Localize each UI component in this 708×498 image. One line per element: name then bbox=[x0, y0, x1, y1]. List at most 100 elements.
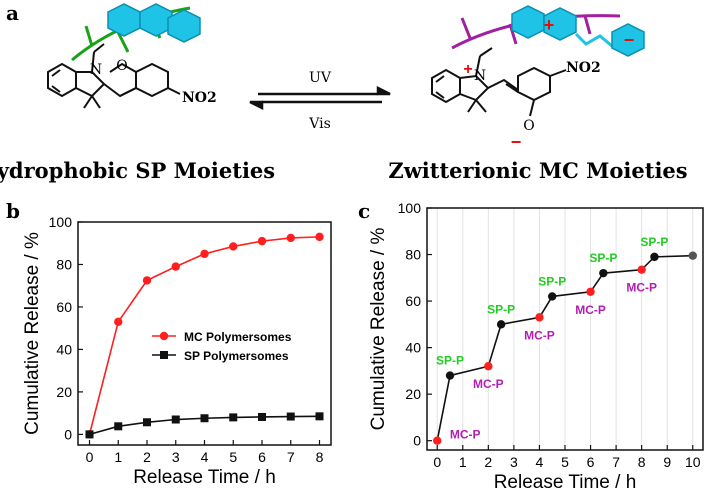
aromatic-moiety-icon bbox=[107, 3, 201, 43]
phase-annotation: SP-P bbox=[538, 274, 566, 288]
data-point bbox=[200, 414, 209, 423]
right-no2-label: NO2 bbox=[566, 60, 601, 76]
y-tick-label: 20 bbox=[56, 384, 72, 400]
legend-label: MC Polymersomes bbox=[184, 330, 292, 344]
y-axis-title: Cumulative Release / % bbox=[22, 232, 43, 435]
y-tick-label: 60 bbox=[56, 299, 72, 315]
phase-annotation: SP-P bbox=[436, 354, 464, 368]
arrow-uv-label: UV bbox=[309, 70, 332, 86]
x-tick-label: 4 bbox=[201, 449, 209, 465]
panel-a-letter: a bbox=[6, 1, 19, 25]
equilibrium-arrows bbox=[249, 85, 391, 111]
x-tick-label: 7 bbox=[612, 454, 620, 470]
x-tick-label: 6 bbox=[587, 454, 595, 470]
aromatic-moiety-icon: + − bbox=[511, 5, 645, 57]
data-point bbox=[688, 251, 697, 260]
x-tick-label: 5 bbox=[229, 449, 237, 465]
data-point bbox=[171, 415, 180, 424]
y-tick-label: 40 bbox=[56, 341, 72, 357]
x-tick-label: 1 bbox=[459, 454, 467, 470]
y-tick-label: 60 bbox=[405, 293, 421, 309]
x-tick-label: 8 bbox=[638, 454, 646, 470]
phase-annotation: SP-P bbox=[640, 235, 668, 249]
data-point bbox=[445, 371, 455, 380]
x-tick-label: 8 bbox=[316, 449, 324, 465]
mc-moieties-title: Zwitterionic MC Moieties bbox=[388, 158, 687, 183]
data-point bbox=[114, 317, 123, 327]
data-point bbox=[286, 233, 295, 243]
data-point bbox=[535, 313, 544, 322]
spiropyran-structure bbox=[47, 43, 181, 109]
x-tick-label: 4 bbox=[536, 454, 544, 470]
data-point bbox=[586, 287, 595, 296]
y-tick-label: 0 bbox=[64, 426, 72, 442]
data-point bbox=[496, 320, 506, 329]
y-tick-label: 0 bbox=[413, 433, 421, 449]
x-tick-label: 0 bbox=[433, 454, 441, 470]
x-tick-label: 2 bbox=[484, 454, 492, 470]
phase-annotation: MC-P bbox=[575, 303, 606, 317]
data-point bbox=[599, 268, 608, 278]
x-axis-title: Release Time / h bbox=[494, 472, 637, 493]
x-tick-label: 0 bbox=[86, 449, 94, 465]
data-point bbox=[258, 412, 266, 421]
phase-annotation: SP-P bbox=[589, 251, 617, 265]
data-point bbox=[257, 236, 267, 246]
x-tick-label: 10 bbox=[685, 454, 701, 470]
x-tick-label: 1 bbox=[114, 449, 122, 465]
anion-sign: − bbox=[624, 30, 635, 50]
data-point bbox=[85, 430, 94, 439]
y-tick-label: 80 bbox=[56, 256, 72, 272]
left-no2-label: NO2 bbox=[182, 90, 217, 106]
legend-label: SP Polymersomes bbox=[184, 349, 289, 363]
data-point bbox=[315, 412, 324, 421]
y-tick-label: 100 bbox=[398, 200, 422, 216]
phase-annotation: MC-P bbox=[524, 328, 555, 342]
merocyanine-structure bbox=[431, 47, 567, 117]
sp-moieties-title: Hydrophobic SP Moieties bbox=[0, 158, 275, 183]
right-minus-charge: − bbox=[511, 132, 522, 152]
data-point bbox=[229, 413, 238, 422]
data-point bbox=[142, 276, 152, 285]
x-tick-label: 9 bbox=[663, 454, 671, 470]
data-point bbox=[143, 418, 151, 427]
arrow-vis-label: Vis bbox=[308, 116, 331, 132]
y-tick-label: 20 bbox=[405, 386, 421, 402]
x-tick-label: 3 bbox=[510, 454, 518, 470]
y-tick-label: 40 bbox=[405, 340, 421, 356]
data-point bbox=[315, 232, 324, 242]
phase-annotation: SP-P bbox=[487, 302, 515, 316]
data-point bbox=[171, 262, 180, 271]
phase-annotation: MC-P bbox=[626, 281, 657, 295]
data-point bbox=[433, 436, 442, 445]
data-point bbox=[548, 292, 557, 301]
data-point bbox=[229, 242, 238, 251]
y-axis-title: Cumulative Release / % bbox=[368, 228, 389, 431]
x-tick-label: 3 bbox=[172, 449, 180, 465]
x-tick-label: 6 bbox=[258, 449, 266, 465]
panel-c-letter: c bbox=[358, 199, 370, 223]
data-point bbox=[200, 249, 209, 259]
phase-annotation: MC-P bbox=[473, 377, 504, 391]
panel-b-letter: b bbox=[6, 199, 20, 223]
left-n-atom: N bbox=[90, 62, 102, 78]
legend-marker bbox=[159, 331, 169, 341]
panel-a: a N O NO bbox=[0, 1, 688, 183]
y-tick-label: 80 bbox=[405, 247, 421, 263]
phase-annotation: MC-P bbox=[450, 428, 481, 442]
y-tick-label: 100 bbox=[49, 214, 73, 230]
legend-marker bbox=[160, 351, 168, 359]
x-tick-label: 7 bbox=[287, 449, 295, 465]
data-point bbox=[484, 362, 493, 371]
x-tick-label: 2 bbox=[143, 449, 151, 465]
right-n-atom: N bbox=[474, 68, 486, 84]
data-point bbox=[650, 252, 659, 262]
right-o-atom: O bbox=[523, 118, 534, 134]
right-plus-charge: + bbox=[463, 61, 472, 78]
data-point bbox=[286, 412, 295, 421]
data-point bbox=[637, 265, 646, 274]
data-point bbox=[114, 422, 123, 431]
